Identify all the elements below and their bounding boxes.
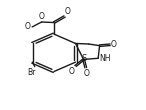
Text: O: O [65, 7, 71, 16]
Text: O: O [83, 69, 89, 78]
Text: O: O [38, 12, 44, 21]
Text: O: O [111, 40, 117, 49]
Text: Br: Br [27, 68, 35, 77]
Text: O: O [24, 22, 30, 31]
Text: O: O [69, 67, 75, 76]
Text: NH: NH [99, 54, 110, 63]
Text: S: S [81, 54, 87, 63]
